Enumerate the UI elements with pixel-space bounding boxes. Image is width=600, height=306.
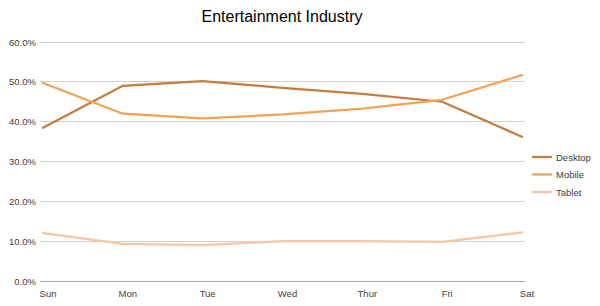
y-tick-label: 0.0% — [14, 276, 36, 287]
series-line — [43, 75, 522, 118]
grid-line — [40, 121, 525, 122]
y-tick-label: 30.0% — [9, 156, 36, 167]
y-tick-label: 10.0% — [9, 236, 36, 247]
x-axis-line — [40, 281, 525, 282]
grid — [40, 42, 525, 281]
legend-label: Mobile — [556, 169, 584, 180]
x-tick-label: Mon — [119, 288, 137, 299]
legend-label: Desktop — [556, 152, 591, 163]
series-line — [43, 81, 522, 137]
grid-line — [40, 201, 525, 202]
series-line — [43, 232, 522, 245]
x-tick-label: Tue — [200, 288, 216, 299]
grid-line — [40, 42, 525, 43]
legend-swatch — [532, 156, 552, 158]
series-group — [43, 75, 522, 245]
grid-line — [40, 161, 525, 162]
y-tick-label: 20.0% — [9, 196, 36, 207]
x-tick-label: Sat — [520, 288, 535, 299]
x-tick-label: Fri — [442, 288, 453, 299]
x-tick-label: Sun — [40, 288, 57, 299]
y-tick-label: 60.0% — [9, 37, 36, 48]
grid-line — [40, 81, 525, 82]
legend-label: Tablet — [556, 187, 582, 198]
y-tick-label: 50.0% — [9, 76, 36, 87]
y-tick-label: 40.0% — [9, 116, 36, 127]
chart-container: Entertainment Industry 0.0% 10.0% 20.0% 30.0… — [0, 0, 600, 306]
x-tick-label: Wed — [278, 288, 297, 299]
x-tick-label: Thur — [358, 288, 378, 299]
legend-swatch — [532, 191, 552, 193]
chart-svg: Entertainment Industry 0.0% 10.0% 20.0% 30.0… — [0, 0, 600, 306]
legend: Desktop Mobile Tablet — [532, 152, 591, 198]
legend-swatch — [532, 173, 552, 175]
chart-title: Entertainment Industry — [202, 8, 363, 25]
